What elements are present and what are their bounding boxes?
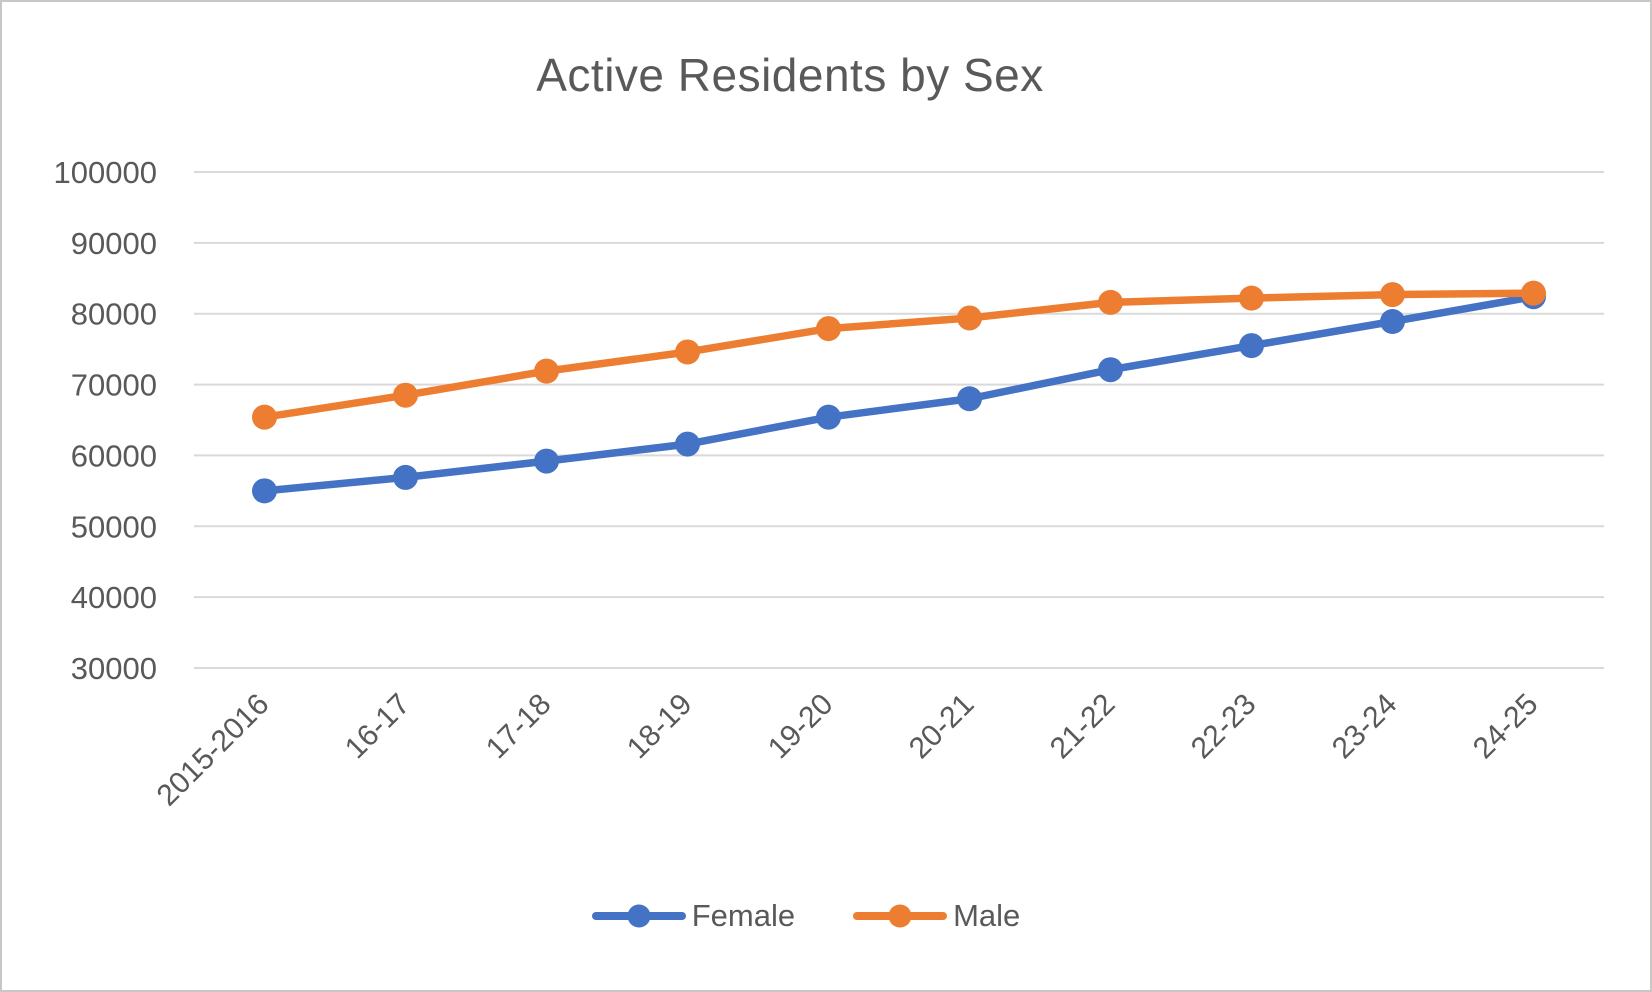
data-point-marker-male [675, 339, 700, 365]
x-axis-tick-label: 24-25 [1467, 688, 1545, 766]
data-point-marker-female [675, 431, 700, 457]
legend-swatch-female [591, 904, 686, 928]
data-point-marker-male [957, 305, 982, 331]
legend-item-male: Male [853, 898, 1020, 934]
data-point-marker-female [252, 478, 277, 504]
chart-legend: Female Male [2, 898, 1610, 934]
x-axis-tick-label: 20-21 [903, 688, 981, 766]
data-point-marker-male [252, 404, 277, 430]
data-point-marker-male [1380, 282, 1405, 308]
x-axis-tick-label: 16-17 [339, 688, 417, 766]
y-axis-tick-label: 90000 [71, 226, 157, 261]
data-point-marker-female [1380, 309, 1405, 335]
x-axis-tick-label: 19-20 [762, 688, 840, 766]
legend-marker-female [627, 904, 651, 928]
legend-swatch-male [853, 904, 948, 928]
data-point-marker-female [1239, 333, 1264, 359]
x-axis-tick-label: 2015-2016 [151, 688, 276, 813]
series-line-male [260, 289, 1538, 421]
data-point-marker-male [1098, 289, 1123, 315]
data-point-marker-male [1521, 280, 1546, 306]
data-point-marker-female [393, 464, 418, 490]
legend-item-female: Female [591, 898, 796, 934]
y-axis-tick-label: 50000 [71, 509, 157, 544]
data-point-marker-male [816, 316, 841, 342]
y-axis-tick-label: 30000 [71, 651, 157, 686]
chart-title: Active Residents by Sex [536, 49, 1044, 101]
data-point-marker-female [1098, 357, 1123, 383]
legend-label-male: Male [953, 898, 1021, 933]
x-axis-tick-label: 23-24 [1326, 688, 1404, 766]
x-axis-tick-label: 21-22 [1044, 688, 1122, 766]
legend-marker-male [888, 904, 912, 928]
data-point-marker-female [534, 448, 559, 474]
y-axis-tick-label: 40000 [71, 580, 157, 615]
y-axis-tick-label: 60000 [71, 438, 157, 473]
x-axis-tick-label: 17-18 [480, 688, 558, 766]
data-point-marker-male [393, 382, 418, 408]
legend-label-female: Female [691, 898, 796, 933]
data-point-marker-female [957, 386, 982, 412]
x-axis-tick-label: 18-19 [621, 688, 699, 766]
y-axis-tick-label: 100000 [54, 155, 157, 190]
data-point-marker-male [534, 358, 559, 384]
series-line-female [260, 292, 1538, 495]
data-point-marker-female [816, 404, 841, 430]
x-axis-tick-label: 22-23 [1185, 688, 1263, 766]
y-axis-tick-label: 80000 [71, 297, 157, 332]
data-point-marker-male [1239, 285, 1264, 311]
y-axis-tick-label: 70000 [71, 368, 157, 403]
